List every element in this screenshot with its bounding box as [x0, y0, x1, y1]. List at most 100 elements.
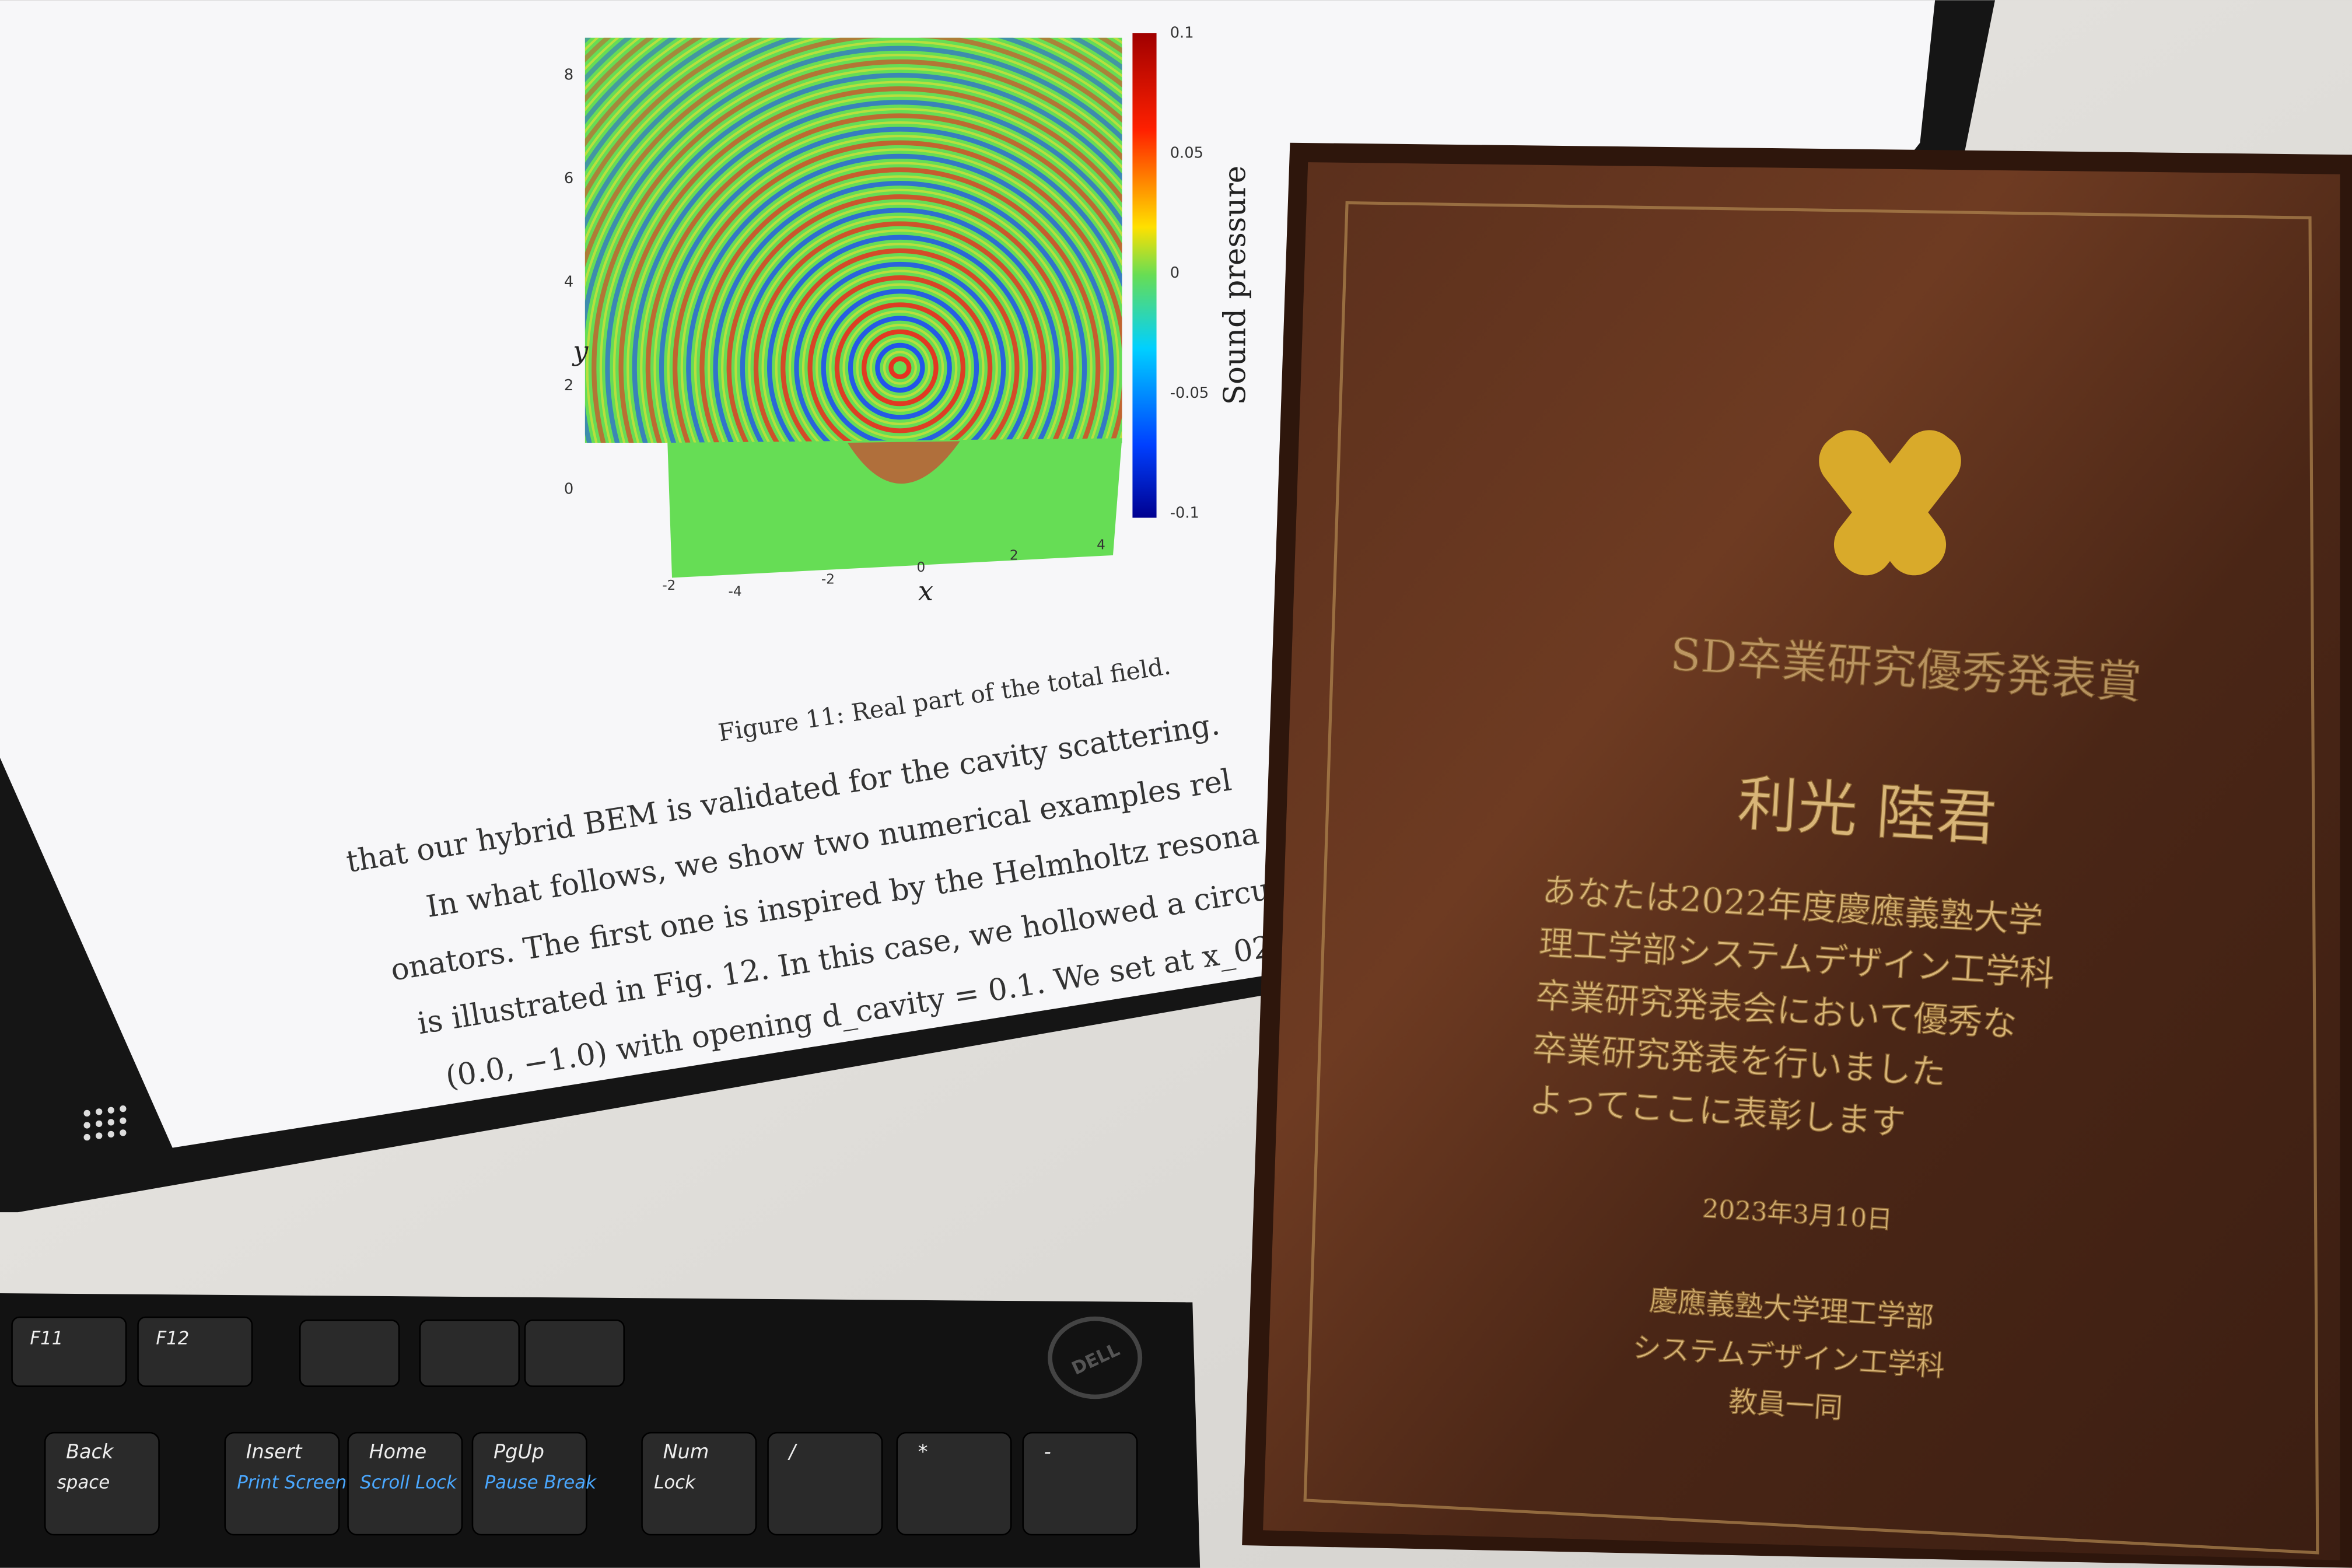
key-label: Back [66, 1440, 114, 1463]
key-label: PgUp [494, 1440, 544, 1463]
wave-ring [869, 337, 931, 398]
cavity [847, 441, 960, 484]
colorbar-tick-label: -0.05 [1170, 384, 1209, 402]
wave-ring [618, 86, 1122, 443]
wave-ring [632, 100, 1122, 443]
key [1022, 1432, 1138, 1536]
key-label: Print Screen [237, 1472, 346, 1493]
engraved-border [1303, 201, 2319, 1555]
key [641, 1432, 757, 1536]
wave-ring [613, 80, 1122, 443]
key-label: - [1044, 1440, 1051, 1463]
wave-ring [667, 135, 1122, 443]
wave-ring [829, 296, 971, 439]
colorbar-label: Sound pressure [1217, 166, 1252, 405]
key-label: F12 [156, 1328, 189, 1349]
issuer-line: 教員一同 [1728, 1385, 1844, 1425]
wave-ring [584, 46, 1122, 443]
key [224, 1432, 340, 1536]
key-label: Pause Break [485, 1472, 597, 1493]
wave-ring [807, 275, 993, 443]
wave-ring [753, 221, 1046, 443]
key [471, 1432, 587, 1536]
x-tick-label: -2 [821, 572, 835, 587]
y-tick-label: 4 [564, 274, 573, 291]
wave-pattern [584, 37, 1122, 443]
wave-ring [862, 329, 939, 407]
figure: y x Sound pressure 8 6 4 2 0 -2 -4 -2 0 2 4 0.1 0.… [564, 24, 1252, 607]
wave-ring [788, 256, 1012, 443]
key [347, 1432, 463, 1536]
wave-ring [640, 107, 1122, 443]
wave-ring [586, 54, 1122, 443]
x-tick-label: 2 [1010, 548, 1019, 564]
x-tick-label: 0 [916, 560, 925, 575]
wave-ring [761, 229, 1039, 443]
colorbar [1132, 33, 1157, 518]
wave-ring [699, 167, 1101, 443]
wave-ring [584, 40, 1122, 288]
wave-ring [842, 310, 958, 425]
key-label: Scroll Lock [360, 1472, 457, 1493]
wave-ring [775, 243, 1025, 443]
y-axis-label: y [572, 335, 589, 367]
y-tick-label: 0 [564, 480, 573, 498]
wave-ring [626, 94, 1122, 443]
wave-ring [726, 194, 1074, 443]
wave-ring [680, 148, 1119, 443]
keyboard-keys: F11 F12 Back space Insert Print Screen Home Scr… [11, 1316, 1138, 1536]
wave-ring [599, 67, 1122, 443]
wave-ring [816, 283, 985, 443]
wave-ring [673, 140, 1122, 443]
key-label: Insert [246, 1440, 303, 1463]
colorbar-tick-label: 0.05 [1170, 144, 1203, 162]
x-tick-label: -2 [662, 578, 676, 593]
plot-ground [667, 438, 1122, 578]
wave-ring [888, 356, 912, 379]
x-tick-label: 4 [1097, 538, 1105, 553]
wave-ring [856, 324, 944, 412]
wave-ring [592, 59, 1122, 443]
wave-ring [821, 289, 979, 443]
wave-ring [740, 208, 1060, 443]
key-label: Num [663, 1440, 709, 1463]
key-label: Home [369, 1440, 427, 1463]
recipient: 利光 陸君 [1735, 769, 1999, 855]
wave-ring [605, 73, 1122, 443]
plaque [1263, 162, 2340, 1560]
wave-ring [834, 302, 965, 433]
y-tick-label: 8 [564, 66, 573, 84]
wave-ring [713, 181, 1087, 443]
wave-ring [734, 202, 1066, 443]
key-label: / [788, 1440, 798, 1463]
key-label: * [918, 1440, 928, 1463]
key [524, 1320, 625, 1387]
key [419, 1320, 520, 1387]
wave-ring [686, 153, 1114, 443]
award-logo [1819, 430, 1961, 576]
key-label: F11 [30, 1328, 63, 1349]
key [299, 1320, 400, 1387]
brand-badge [1048, 1316, 1143, 1399]
wave-ring [794, 261, 1006, 443]
x-tick-label: -4 [728, 584, 741, 599]
wave-ring [694, 162, 1106, 443]
wave-ring [883, 351, 917, 385]
key [896, 1432, 1012, 1536]
wave-ring [767, 235, 1033, 443]
key [11, 1316, 127, 1387]
wave-ring [645, 113, 1122, 443]
colorbar-tick-label: 0.1 [1170, 24, 1194, 42]
wave-ring [875, 342, 925, 393]
wave-ring [659, 127, 1122, 443]
key [767, 1432, 883, 1536]
key-label: space [57, 1472, 110, 1493]
key [44, 1432, 160, 1536]
wave-ring [653, 121, 1122, 443]
y-tick-label: 6 [564, 170, 573, 187]
wave-ring [848, 316, 952, 420]
wave-ring [721, 188, 1079, 443]
key-label: Lock [654, 1472, 696, 1493]
